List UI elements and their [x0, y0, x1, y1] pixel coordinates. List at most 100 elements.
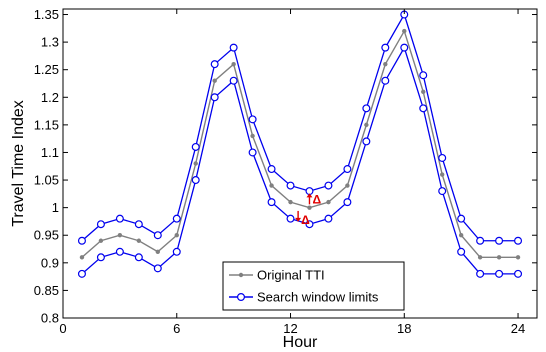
data-point-s1-13 [324, 181, 333, 190]
data-point-s2-14 [343, 198, 352, 207]
x-tick-label: 6 [173, 321, 180, 336]
annotation-arrowhead-up [306, 193, 313, 198]
data-point-s0-0 [79, 255, 85, 260]
data-point-s1-22 [495, 236, 504, 245]
axes: 0 6 12 18 24 0.8 0.85 0.9 0.95 1 1.05 1.1 1.15 1.2 1.2… [34, 7, 538, 336]
data-point-s1-20 [457, 214, 466, 223]
y-tick-label: 1.35 [34, 7, 59, 22]
data-point-s2-0 [77, 269, 86, 278]
data-point-s0-19 [440, 172, 445, 177]
data-point-s0-16 [383, 61, 388, 67]
data-point-s0-20 [458, 233, 464, 238]
data-point-s2-15 [362, 137, 371, 146]
legend-box [222, 261, 405, 311]
legend-item: Original TTI [229, 268, 325, 283]
series-markers [77, 10, 523, 278]
data-point-s2-21 [476, 269, 485, 278]
legend-label: Search window limits [257, 290, 379, 305]
data-point-s0-7 [212, 78, 217, 83]
data-point-s2-16 [381, 76, 390, 85]
annotation-delta-up: Δ [306, 192, 321, 206]
data-point-s1-10 [267, 165, 276, 174]
data-point-s2-2 [115, 247, 124, 256]
data-point-s0-9 [250, 133, 255, 139]
data-point-s0-22 [496, 255, 502, 260]
data-point-s1-9 [248, 115, 257, 124]
data-point-s0-14 [345, 183, 350, 188]
data-point-s1-18 [419, 71, 428, 80]
data-point-s1-6 [191, 142, 200, 151]
y-tick-label: 1 [52, 200, 59, 215]
y-tick-label: 1.05 [34, 173, 59, 188]
data-point-s0-12 [307, 205, 312, 210]
data-point-s1-7 [210, 60, 219, 69]
legend-item: Search window limits [229, 290, 379, 305]
data-point-s0-1 [98, 238, 104, 243]
data-point-s0-17 [402, 28, 407, 34]
data-point-s0-13 [326, 199, 331, 205]
annotation-delta-label: Δ [312, 192, 321, 206]
axes-frame [62, 8, 538, 319]
data-point-s2-5 [172, 247, 181, 256]
data-point-s2-6 [191, 176, 200, 185]
y-tick-label: 0.8 [41, 311, 59, 326]
data-point-s2-12 [305, 220, 314, 229]
data-point-s1-14 [343, 165, 352, 174]
x-tick-label: 12 [283, 321, 297, 336]
legend-label: Original TTI [257, 268, 325, 283]
y-tick-label: 1.2 [41, 90, 59, 105]
y-axis-label: Travel Time Index [10, 100, 27, 227]
data-point-s0-18 [421, 89, 426, 94]
y-tick-label: 1.1 [41, 145, 59, 160]
data-point-s1-23 [514, 236, 523, 245]
data-point-s1-19 [438, 153, 447, 162]
y-tick-label: 1.15 [34, 117, 59, 132]
data-point-s1-5 [172, 214, 181, 223]
annotation-arrowhead-down [295, 217, 302, 222]
data-point-s1-15 [362, 104, 371, 113]
data-point-s2-1 [96, 253, 105, 262]
data-point-s2-20 [457, 247, 466, 256]
data-point-s1-4 [153, 231, 162, 240]
x-tick-label: 18 [397, 321, 411, 336]
data-point-s2-3 [134, 253, 143, 262]
data-point-s0-6 [193, 161, 198, 166]
x-axis-label: Hour [283, 334, 318, 351]
data-point-s0-21 [477, 255, 483, 260]
data-point-s0-23 [515, 255, 521, 260]
y-tick-label: 0.9 [41, 255, 59, 270]
data-point-s1-11 [286, 181, 295, 190]
data-point-s2-13 [324, 214, 333, 223]
data-point-s1-21 [476, 236, 485, 245]
data-point-s2-8 [229, 76, 238, 85]
annotations: ΔΔ [295, 192, 321, 227]
data-point-s1-8 [229, 43, 238, 52]
data-point-s2-17 [400, 43, 409, 52]
data-point-s2-18 [419, 104, 428, 113]
data-point-s2-22 [495, 269, 504, 278]
data-point-s0-8 [231, 61, 236, 67]
data-point-s2-11 [286, 214, 295, 223]
x-tick-label: 24 [511, 321, 525, 336]
data-point-s2-4 [153, 264, 162, 273]
data-point-s1-1 [96, 220, 105, 229]
data-point-s2-9 [248, 148, 257, 157]
data-point-s0-11 [288, 199, 293, 205]
data-point-s1-16 [381, 43, 390, 52]
data-point-s0-2 [117, 233, 123, 238]
x-tick-label: 0 [59, 321, 66, 336]
data-point-s1-3 [134, 220, 143, 229]
y-tick-label: 0.95 [34, 228, 59, 243]
y-tick-label: 1.3 [41, 35, 59, 50]
legend-marker-swatch [238, 272, 244, 278]
legend-marker-swatch [237, 293, 246, 302]
data-point-s0-4 [155, 249, 160, 254]
y-tick-label: 1.25 [34, 62, 59, 77]
y-tick-label: 0.85 [34, 283, 59, 298]
annotation-delta-label: Δ [301, 213, 310, 227]
data-point-s0-5 [174, 233, 179, 238]
annotation-delta-down: Δ [295, 210, 310, 227]
data-point-s0-3 [136, 238, 142, 243]
data-point-s2-10 [267, 198, 276, 207]
